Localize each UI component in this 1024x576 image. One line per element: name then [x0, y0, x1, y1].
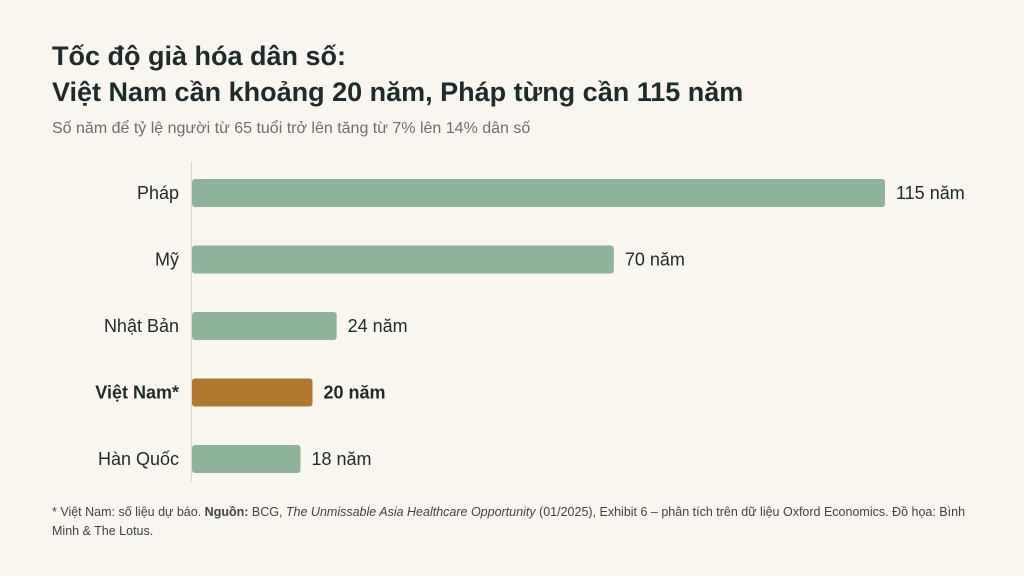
category-label: Hàn Quốc	[98, 449, 179, 469]
bar	[192, 312, 337, 340]
bar	[192, 245, 614, 274]
footnote-report-title: The Unmissable Asia Healthcare Opportuni…	[285, 505, 536, 519]
value-label: 24 năm	[348, 316, 408, 336]
footnote: * Việt Nam: số liệu dự báo. Nguồn: BCG, …	[52, 503, 972, 541]
bar	[192, 378, 313, 407]
category-label: Việt Nam*	[95, 383, 179, 403]
value-label: 115 năm	[896, 183, 965, 203]
footnote-credits: (01/2025), Exhibit 6 – phân tích trên dữ…	[52, 505, 966, 538]
title-line-1: Tốc độ già hóa dân số:	[52, 41, 347, 71]
footnote-source: BCG,	[248, 505, 286, 519]
footnote-note: * Việt Nam: số liệu dự báo.	[52, 505, 205, 519]
category-label: Mỹ	[155, 250, 179, 270]
chart-title: Tốc độ già hóa dân số: Việt Nam cần khoả…	[52, 38, 743, 110]
value-label: 70 năm	[625, 250, 685, 270]
category-label: Pháp	[137, 183, 179, 203]
bar	[192, 179, 885, 207]
value-label: 20 năm	[324, 383, 386, 403]
footnote-source-label: Nguồn:	[204, 505, 249, 519]
bar	[192, 445, 301, 473]
title-line-2: Việt Nam cần khoảng 20 năm, Pháp từng cầ…	[52, 77, 744, 107]
value-label: 18 năm	[311, 449, 371, 469]
category-label: Nhật Bản	[104, 316, 179, 336]
chart-subtitle: Số năm để tỷ lệ người từ 65 tuổi trở lên…	[52, 120, 531, 137]
